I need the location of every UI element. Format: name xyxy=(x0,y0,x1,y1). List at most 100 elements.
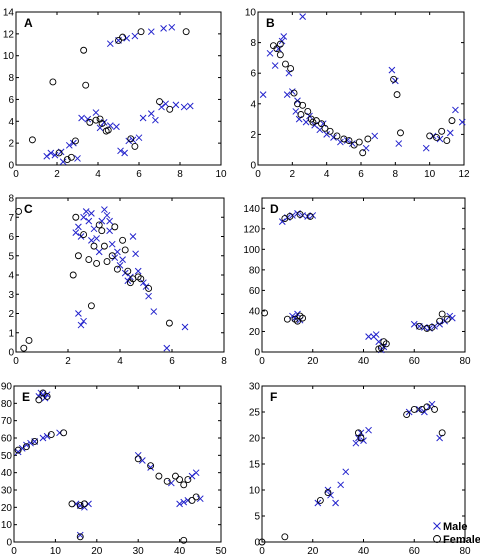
female-point xyxy=(35,396,43,404)
male-point xyxy=(180,498,188,506)
x-tick-label: 0 xyxy=(255,169,261,180)
y-tick-label: 0 xyxy=(250,161,256,172)
male-point xyxy=(181,323,189,331)
male-point xyxy=(342,468,350,476)
y-tick-label: 120 xyxy=(243,224,260,235)
female-point xyxy=(80,46,88,54)
female-point xyxy=(163,477,171,485)
female-point xyxy=(145,285,153,292)
male-point xyxy=(288,88,296,95)
male-point xyxy=(74,155,81,162)
panel-D: 0 20 40 60 80 0 20 40 60 80 100 120 140 D xyxy=(243,197,471,367)
x-tick-label: 40 xyxy=(358,546,370,557)
male-point xyxy=(323,131,331,138)
male-point xyxy=(75,223,82,231)
female-point xyxy=(28,136,36,144)
x-tick-label: 20 xyxy=(307,546,319,557)
female-point xyxy=(438,429,446,437)
y-tick-label: 40 xyxy=(249,306,261,317)
male-point xyxy=(266,49,274,57)
female-point xyxy=(96,115,104,123)
male-point xyxy=(314,499,322,507)
male-point xyxy=(168,23,176,31)
y-tick-label: 10 xyxy=(245,8,257,19)
male-point xyxy=(371,132,379,140)
male-point xyxy=(349,140,356,147)
female-point xyxy=(76,533,84,541)
female-point xyxy=(90,242,98,250)
male-point xyxy=(360,437,367,444)
male-point xyxy=(106,217,113,225)
male-point xyxy=(172,101,180,109)
female-point xyxy=(100,242,108,250)
male-point xyxy=(101,206,108,213)
male-point xyxy=(391,77,399,85)
x-tick-label: 8 xyxy=(221,356,227,367)
female-point xyxy=(172,472,179,480)
male-point xyxy=(147,110,155,117)
female-point xyxy=(299,314,307,322)
female-point xyxy=(403,411,411,419)
x-tick-label: 0 xyxy=(259,356,265,367)
female-point xyxy=(184,476,192,484)
female-point xyxy=(415,322,423,330)
male-point xyxy=(98,217,106,225)
male-point xyxy=(280,33,288,40)
female-point xyxy=(438,310,446,318)
male-point xyxy=(84,115,92,123)
male-point xyxy=(283,91,291,98)
y-tick-label: 4 xyxy=(250,99,256,110)
female-point xyxy=(113,265,121,273)
female-point xyxy=(377,344,385,352)
y-tick-label: 8 xyxy=(8,73,14,84)
male-point xyxy=(458,118,466,126)
female-point xyxy=(103,258,111,265)
y-tick-label: 0 xyxy=(254,538,260,549)
male-point xyxy=(117,147,124,155)
male-point xyxy=(343,137,351,144)
x-tick-label: 30 xyxy=(133,546,145,557)
male-point xyxy=(278,218,286,225)
x-tick-label: 6 xyxy=(169,356,175,367)
y-tick-label: 5 xyxy=(8,251,14,262)
female-point xyxy=(39,389,47,397)
female-point xyxy=(127,135,135,143)
male-point xyxy=(167,479,175,487)
male-point xyxy=(92,109,100,116)
legend-male-marker xyxy=(433,522,441,530)
female-point xyxy=(121,246,129,254)
y-tick-label: 8 xyxy=(8,194,14,205)
female-point xyxy=(20,344,28,352)
male-point xyxy=(422,144,430,152)
female-point xyxy=(443,137,451,144)
male-point xyxy=(134,451,142,459)
female-point xyxy=(180,481,188,489)
female-point xyxy=(390,75,398,83)
male-point xyxy=(65,141,73,149)
female-point xyxy=(156,98,163,106)
male-point xyxy=(147,28,155,36)
y-tick-label: 2 xyxy=(8,139,14,150)
female-point xyxy=(137,275,145,283)
male-point xyxy=(176,500,183,508)
female-point xyxy=(273,45,281,53)
female-point xyxy=(345,137,353,144)
y-tick-label: 4 xyxy=(8,271,14,282)
x-tick-label: 10 xyxy=(424,169,436,180)
y-tick-label: 8 xyxy=(250,38,256,49)
x-tick-label: 50 xyxy=(215,546,227,557)
male-point xyxy=(43,152,51,160)
x-tick-label: 60 xyxy=(409,356,421,367)
x-tick-label: 40 xyxy=(358,356,370,367)
y-tick-label: 10 xyxy=(249,486,261,497)
panel-letter: B xyxy=(266,16,275,30)
x-tick-label: 4 xyxy=(95,169,101,180)
y-tick-label: 100 xyxy=(243,245,260,256)
female-point xyxy=(108,252,116,260)
female-point xyxy=(95,221,103,229)
x-tick-label: 4 xyxy=(117,356,123,367)
female-point xyxy=(423,324,431,332)
male-point xyxy=(278,37,286,45)
male-point xyxy=(372,331,380,338)
male-point xyxy=(327,491,334,499)
